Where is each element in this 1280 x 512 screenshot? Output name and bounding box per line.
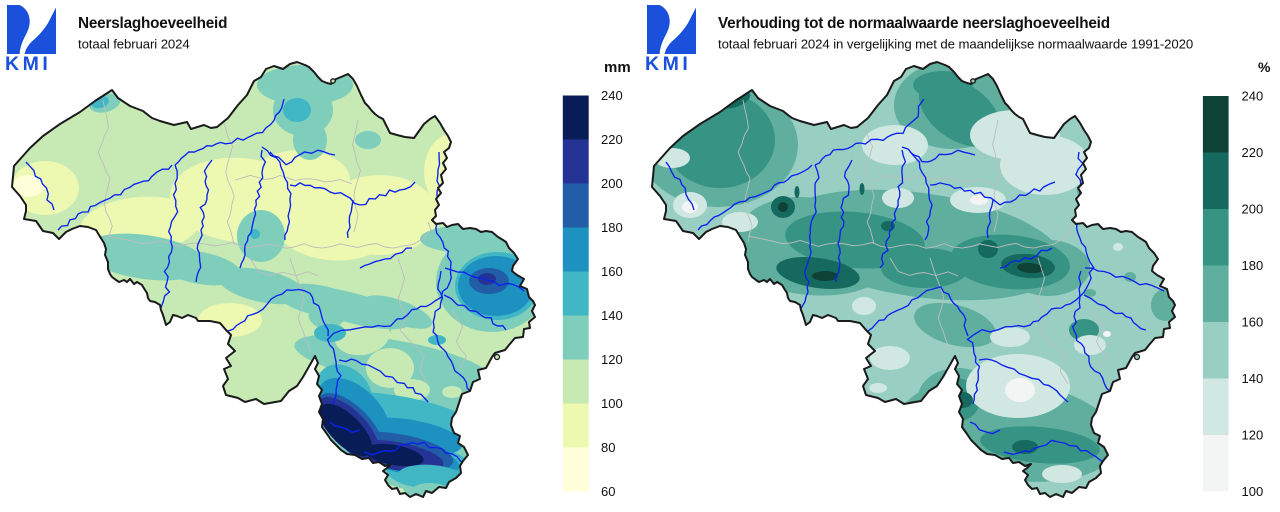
svg-text:KMI: KMI: [645, 53, 691, 75]
svg-text:80: 80: [601, 440, 615, 455]
svg-text:mm: mm: [604, 59, 631, 76]
svg-text:240: 240: [601, 88, 623, 103]
svg-text:220: 220: [601, 132, 623, 147]
svg-text:240: 240: [1242, 89, 1264, 104]
svg-text:120: 120: [1242, 428, 1264, 443]
svg-text:totaal februari 2024: totaal februari 2024: [78, 37, 190, 52]
svg-text:140: 140: [601, 308, 623, 323]
svg-text:160: 160: [601, 264, 623, 279]
svg-text:140: 140: [1242, 371, 1264, 386]
svg-text:%: %: [1258, 59, 1271, 75]
svg-text:180: 180: [601, 220, 623, 235]
svg-text:160: 160: [1242, 315, 1264, 330]
svg-text:120: 120: [601, 352, 623, 367]
svg-text:60: 60: [601, 484, 615, 499]
svg-text:totaal februari 2024 in vergel: totaal februari 2024 in vergelijking met…: [718, 37, 1193, 52]
svg-text:Verhouding tot de normaalwaard: Verhouding tot de normaalwaarde neerslag…: [718, 15, 1110, 32]
svg-text:200: 200: [601, 176, 623, 191]
svg-text:220: 220: [1242, 145, 1264, 160]
svg-text:KMI: KMI: [5, 53, 51, 75]
svg-text:100: 100: [601, 396, 623, 411]
svg-text:Neerslaghoeveelheid: Neerslaghoeveelheid: [78, 15, 227, 32]
svg-text:180: 180: [1242, 258, 1264, 273]
svg-text:100: 100: [1242, 484, 1264, 499]
svg-text:200: 200: [1242, 202, 1264, 217]
